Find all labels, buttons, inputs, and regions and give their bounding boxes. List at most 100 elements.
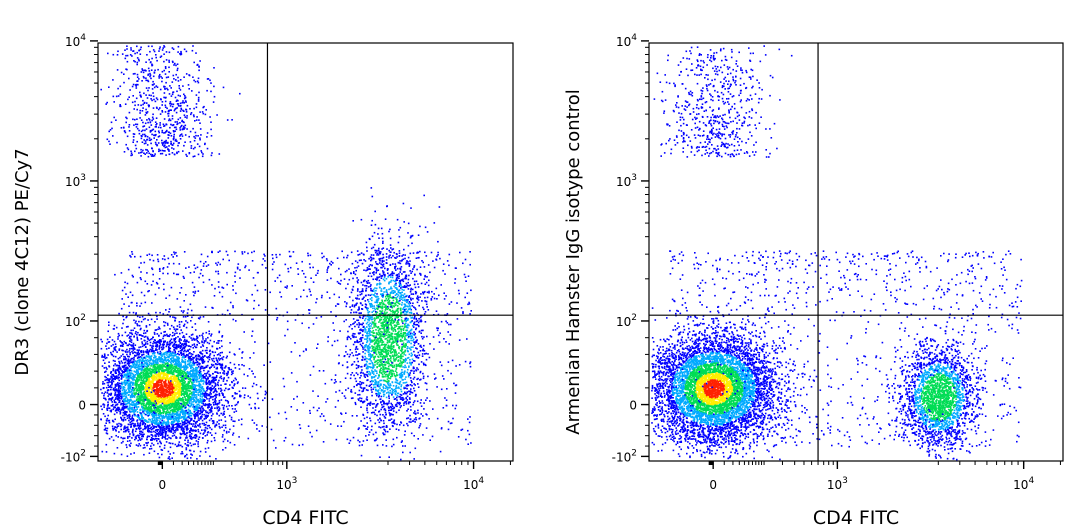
data-point <box>213 366 216 368</box>
data-point <box>205 396 208 399</box>
data-point <box>197 441 199 443</box>
data-point <box>188 335 191 338</box>
data-point <box>172 381 174 384</box>
data-point <box>125 316 127 319</box>
data-point <box>156 440 158 442</box>
data-point <box>157 424 159 427</box>
data-point <box>174 317 177 319</box>
data-point <box>151 368 154 371</box>
data-point <box>192 436 194 439</box>
data-point <box>191 412 194 415</box>
data-point <box>108 419 111 422</box>
data-point <box>176 445 178 448</box>
data-point <box>178 321 181 323</box>
data-point <box>210 335 212 337</box>
data-point <box>201 359 203 361</box>
data-point <box>146 340 149 343</box>
data-point <box>183 354 185 356</box>
data-point <box>167 419 169 421</box>
data-point <box>165 430 168 433</box>
data-point <box>107 341 110 343</box>
data-point <box>199 393 202 396</box>
data-point <box>138 434 140 437</box>
data-point <box>199 409 202 412</box>
data-point <box>171 457 173 459</box>
data-point <box>227 388 230 391</box>
data-point <box>184 361 187 363</box>
data-point <box>169 343 172 345</box>
data-point <box>183 323 186 326</box>
data-point <box>121 389 124 392</box>
data-point <box>200 346 202 348</box>
data-point <box>156 346 158 348</box>
data-point <box>137 370 139 373</box>
data-point <box>151 302 153 304</box>
data-point <box>159 344 162 346</box>
data-point <box>186 377 189 379</box>
data-point <box>124 419 127 421</box>
data-point <box>105 376 108 379</box>
data-point <box>234 393 237 395</box>
data-point <box>202 336 204 338</box>
data-point <box>177 402 179 405</box>
data-point <box>171 390 174 392</box>
data-point <box>205 379 208 382</box>
data-point <box>186 437 188 439</box>
data-point <box>183 432 186 434</box>
data-point <box>202 316 205 318</box>
data-point <box>186 391 189 393</box>
data-point <box>206 364 209 367</box>
data-point <box>102 403 104 406</box>
data-point <box>213 354 215 357</box>
data-point <box>222 424 225 427</box>
data-point <box>194 443 196 445</box>
data-point <box>181 366 183 368</box>
data-point <box>113 406 115 409</box>
data-point <box>135 405 137 408</box>
data-point <box>106 432 109 435</box>
data-point <box>162 345 165 347</box>
data-point <box>221 363 224 366</box>
data-point <box>148 376 150 379</box>
data-point <box>179 342 182 345</box>
data-point <box>121 344 124 347</box>
data-point <box>186 429 188 431</box>
data-point <box>112 378 115 380</box>
data-point <box>114 378 117 381</box>
data-point <box>159 350 162 353</box>
data-point <box>114 360 116 362</box>
data-point <box>116 423 118 425</box>
data-point <box>136 396 138 398</box>
data-point <box>114 404 117 406</box>
data-point <box>190 359 192 361</box>
data-point <box>189 396 191 398</box>
data-point <box>171 435 174 437</box>
data-point <box>141 415 143 418</box>
data-point <box>128 416 130 419</box>
data-point <box>150 447 153 450</box>
data-point <box>123 389 126 391</box>
data-point <box>198 401 200 403</box>
data-point <box>201 334 203 337</box>
data-point <box>164 377 166 379</box>
data-point <box>182 412 184 414</box>
data-point <box>120 398 122 400</box>
data-point <box>237 401 239 403</box>
data-point <box>206 398 208 400</box>
data-point <box>121 406 124 409</box>
data-point <box>218 331 220 334</box>
data-point <box>130 393 133 395</box>
data-point <box>163 321 165 323</box>
data-point <box>205 375 207 377</box>
data-point <box>113 340 116 343</box>
data-point <box>158 456 161 459</box>
data-point <box>132 433 135 436</box>
data-point <box>123 400 125 403</box>
data-point <box>177 425 179 427</box>
data-point <box>120 402 122 405</box>
data-point <box>155 361 157 363</box>
data-point <box>209 367 211 370</box>
data-point <box>212 398 214 401</box>
